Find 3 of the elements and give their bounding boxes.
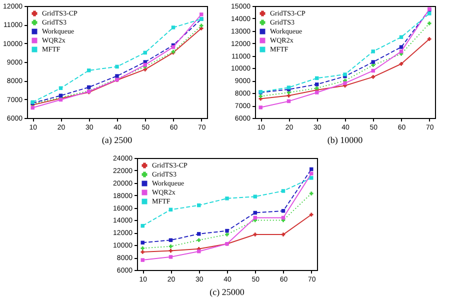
text: (b) 10000: [327, 135, 364, 145]
text: (c) 25000: [210, 287, 245, 297]
text: (a) 2500: [102, 135, 133, 145]
